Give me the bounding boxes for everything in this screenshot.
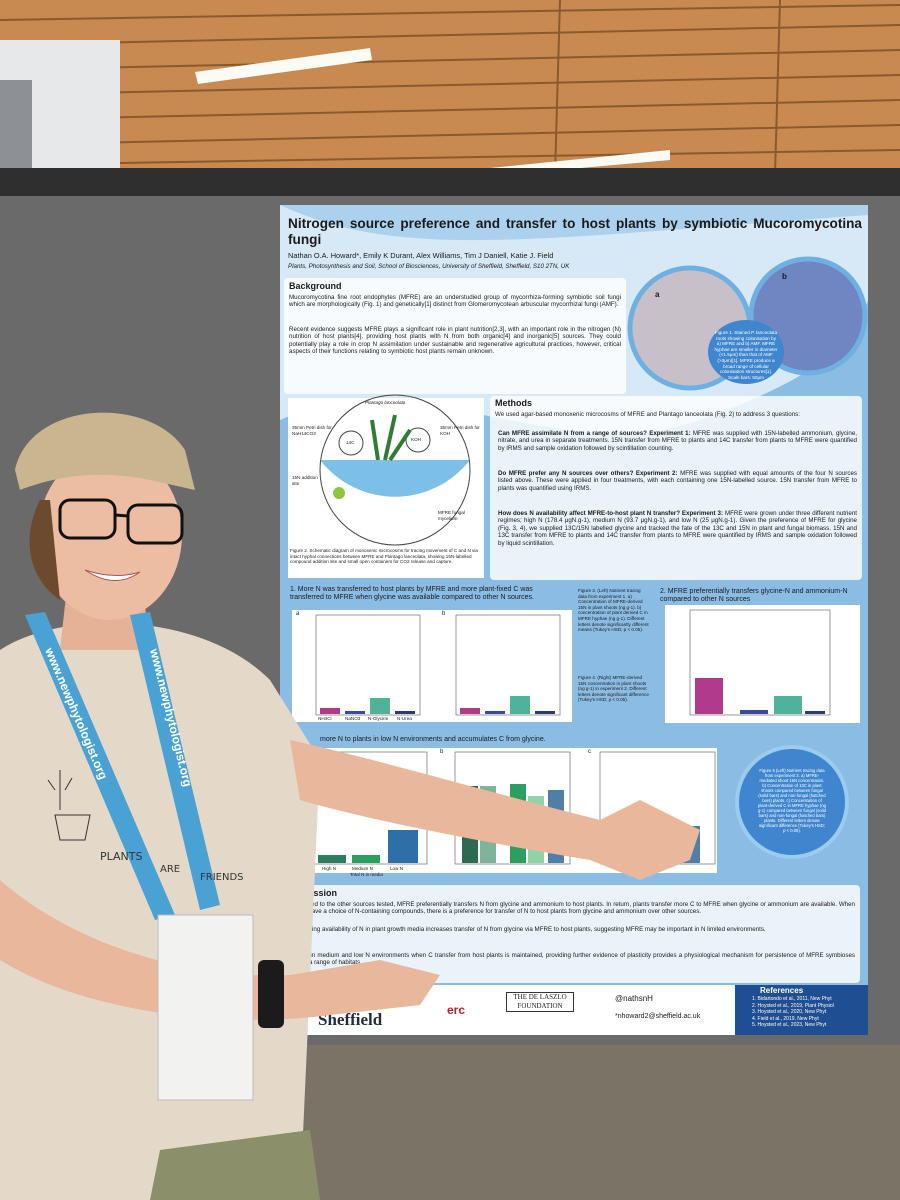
shirt-text: PLANTS [100,850,142,863]
petri-dish [319,394,471,546]
board-frame [0,168,900,196]
smile [84,569,141,581]
text: Can MFRE assimilate N from a range of so… [498,430,691,437]
shirt-drawing [47,770,91,841]
paragraph: We used agar-based monoxenic microcosms … [495,411,800,418]
question: How does N availability affect MFRE-to-h… [498,510,857,547]
watch [258,960,284,1028]
petri-dish [320,460,470,497]
lanyard [25,612,175,920]
result-heading: more N to plants in low N environments a… [320,736,546,743]
affiliation: Plants, Photosynthesis and Soil, School … [288,263,570,270]
axis-title: Total N in media [350,872,383,877]
contact: @nathsnH [615,994,653,1003]
text: MFRE was supplied with 15N-labelled ammo… [498,430,857,452]
figure-caption: Figure 5 (Left) Nutrient tracing data fr… [758,768,826,833]
trousers [150,1130,320,1200]
container [405,427,431,453]
logo: THE DE LASZLO FOUNDATION [506,992,574,1012]
axis-label: High N [322,866,337,871]
pillar [0,80,32,175]
axis-label: Low N [390,866,404,871]
text: 1. Bidartondo et al., 2011, New Phyt [752,996,832,1002]
hair [29,500,60,600]
figure-label: 35mm Petri dish for KOH [440,425,480,436]
axis-label: NaNO3 [345,716,361,721]
axis-label: Medium N [352,866,373,871]
text: 2. Hoysted et al., 2019, Plant Physiol [752,1002,834,1009]
figure-caption: Figure 2. Schematic diagram of monoxenic… [290,548,478,565]
panel-label: b [782,272,787,281]
figure-label: 35mm Petri dish for NaH14CO3 [292,425,332,436]
poster-swirl [280,205,868,241]
shirt-text: FRIENDS [200,872,244,883]
authors: Nathan O.A. Howard*, Emily K Durant, Ale… [288,251,554,260]
plant [370,414,412,462]
cap [15,412,195,490]
right-arm [290,740,700,880]
axis-label: N-Glycine [368,716,389,721]
paragraph: Recent evidence suggests MFRE plays a si… [289,326,621,356]
figure-label: MFRE fungal mycelium [438,510,465,521]
text: How does N availability affect MFRE-to-h… [498,510,724,517]
figure-label: 14C [346,440,355,445]
figure-caption: Figure 4. (Right) MFRE-derived 15N conce… [578,675,649,703]
shirt-text: ARE [160,864,180,875]
glasses [58,498,184,545]
text: 3. Hoysted et al., 2020, New Phyt [752,1009,827,1015]
question: Do MFRE prefer any N sources over others… [498,470,857,492]
text: 5. Hoysted et al., 2023, New Phyt [752,1022,827,1028]
contact: *nhoward2@sheffield.ac.uk [615,1013,701,1020]
question: Can MFRE assimilate N from a range of so… [498,430,857,452]
panel-label: c [588,749,591,755]
panel-label: a [296,611,300,617]
section-heading: References [760,986,804,995]
section-heading: Methods [495,398,532,408]
text: Do MFRE prefer any N sources over others… [498,470,678,477]
figure-caption: Figure 1. Stained P. lanceolata roots sh… [714,330,778,380]
logo: erc [447,1003,466,1017]
result-heading: 2. MFRE preferentially transfers glycine… [660,588,848,603]
panel-label: a [655,290,660,299]
text: 4. Field et al., 2019, New Phyt [752,1015,819,1022]
section-heading: Background [289,281,342,291]
left-arm [0,880,440,1020]
logo: Sheffield [318,1010,383,1029]
figure-label: KOH [411,437,421,442]
badge [157,914,254,1101]
paragraph: Compared to the other sources tested, MF… [289,901,855,916]
poster-title: Nitrogen source preference and transfer … [288,216,862,247]
axis-label: N-Urea [397,716,412,721]
references-box [735,985,868,1035]
panel-label: b [440,749,444,755]
caption-bubble [735,745,849,859]
ceiling-slats [0,0,900,176]
axis-label: NH4Cl [318,716,332,721]
paragraph: glycine in medium and low N environments… [289,952,855,967]
reference: 1. Bidartondo et al., 2011, New Phyt 2. H… [752,996,834,1029]
caption-bubble [708,320,784,384]
result-heading: 1. More N was transferred to host plants… [290,586,534,601]
ceiling-light [195,48,372,84]
paragraph: Mucoromycotina fine root endophytes (MFR… [289,294,621,309]
figure-caption: Figure 3. (Left) Nutrient tracing data f… [578,588,649,633]
figure-label: Plantago lanceolata [365,400,406,405]
panel-label: b [442,611,446,617]
text: MFRE were grown under three different nu… [498,510,857,547]
paragraph: Decreasing availability of N in plant gr… [289,926,766,933]
figure-label: 15N addition site [292,475,318,486]
text: MFRE was supplied with equal amounts of … [498,470,857,492]
lanyard [130,612,220,910]
addition-site [333,487,345,499]
container [338,430,364,456]
